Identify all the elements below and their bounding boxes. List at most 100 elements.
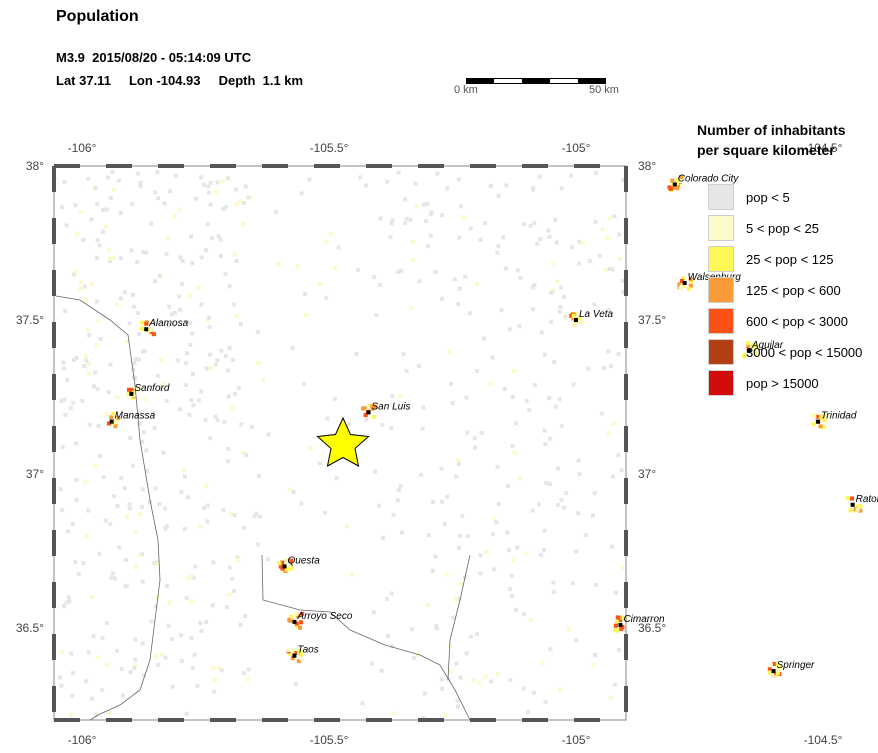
density-cell bbox=[855, 507, 860, 512]
density-cell bbox=[138, 184, 143, 189]
density-cell bbox=[471, 678, 476, 683]
density-cell bbox=[299, 653, 304, 658]
density-cell bbox=[144, 250, 149, 255]
density-cell bbox=[236, 385, 241, 390]
density-cell bbox=[370, 661, 375, 666]
density-cell bbox=[607, 308, 611, 313]
density-cell bbox=[425, 201, 430, 206]
city-marker bbox=[618, 622, 623, 627]
density-cell bbox=[472, 436, 477, 441]
density-cell bbox=[115, 648, 119, 653]
density-cell bbox=[449, 381, 454, 386]
city-marker bbox=[816, 419, 821, 424]
density-cell bbox=[93, 370, 98, 375]
density-cell bbox=[496, 672, 500, 676]
border-line-center bbox=[261, 554, 471, 721]
density-cell bbox=[434, 624, 439, 629]
density-cell bbox=[593, 171, 598, 175]
density-cell bbox=[223, 354, 228, 358]
density-cell bbox=[535, 241, 540, 246]
density-cell bbox=[81, 238, 86, 243]
density-cell bbox=[599, 411, 604, 416]
density-cell bbox=[133, 657, 138, 662]
density-cell bbox=[191, 403, 196, 408]
density-cell bbox=[159, 652, 164, 657]
density-cell bbox=[226, 368, 231, 373]
density-cell bbox=[478, 553, 483, 558]
density-cell bbox=[108, 522, 113, 526]
legend-swatch bbox=[708, 370, 734, 396]
density-cell bbox=[464, 395, 469, 400]
density-cell bbox=[119, 666, 124, 671]
legend-swatch bbox=[708, 277, 734, 303]
density-cell bbox=[257, 514, 262, 519]
density-cell bbox=[508, 678, 513, 683]
density-cell bbox=[422, 691, 427, 696]
density-cell bbox=[563, 314, 568, 319]
density-cell bbox=[70, 693, 75, 698]
density-cell bbox=[549, 319, 554, 324]
density-cell bbox=[60, 445, 65, 450]
density-cell bbox=[514, 421, 519, 426]
density-cell bbox=[815, 414, 820, 419]
density-cell bbox=[424, 219, 429, 223]
density-cell bbox=[205, 519, 210, 524]
density-cell bbox=[417, 279, 422, 284]
density-cell bbox=[336, 245, 341, 250]
density-cell bbox=[108, 362, 113, 367]
density-cell bbox=[591, 662, 596, 667]
density-cell bbox=[171, 322, 176, 327]
city-marker bbox=[109, 419, 114, 424]
city-marker bbox=[771, 669, 776, 674]
density-cell bbox=[182, 527, 187, 532]
density-cell bbox=[583, 533, 588, 538]
density-cell bbox=[677, 282, 682, 287]
density-cell bbox=[112, 494, 117, 499]
density-cell bbox=[132, 361, 137, 366]
density-cell bbox=[122, 486, 127, 491]
density-cell bbox=[539, 330, 544, 335]
lon-tick-label-bottom: -105.5° bbox=[310, 733, 349, 747]
density-cell bbox=[213, 677, 218, 682]
density-cell bbox=[162, 382, 167, 387]
density-cell bbox=[530, 307, 535, 312]
density-cell bbox=[167, 304, 172, 309]
density-cell bbox=[215, 180, 220, 185]
density-cell bbox=[180, 258, 185, 263]
density-cell bbox=[86, 650, 91, 655]
density-cell bbox=[62, 179, 67, 184]
density-cell bbox=[512, 450, 517, 455]
density-cell bbox=[457, 596, 462, 601]
density-cell bbox=[344, 524, 349, 529]
density-cell bbox=[208, 202, 213, 207]
density-cell bbox=[238, 623, 243, 627]
density-cell bbox=[562, 505, 567, 510]
density-cell bbox=[848, 508, 853, 513]
density-cell bbox=[111, 412, 116, 416]
density-cell bbox=[521, 222, 526, 227]
density-cell bbox=[600, 227, 605, 232]
density-cell bbox=[818, 424, 823, 429]
legend-item: 125 < pop < 600 bbox=[708, 277, 841, 303]
density-cell bbox=[94, 712, 99, 717]
density-cell bbox=[108, 259, 113, 263]
density-cell bbox=[571, 323, 576, 328]
density-cell bbox=[607, 267, 612, 271]
density-cell bbox=[297, 648, 302, 653]
density-cell bbox=[490, 355, 495, 360]
density-cell bbox=[397, 394, 402, 399]
density-cell bbox=[232, 589, 237, 593]
density-cell bbox=[495, 464, 500, 469]
legend-label: 125 < pop < 600 bbox=[746, 282, 841, 298]
density-cell bbox=[610, 267, 615, 272]
density-cell bbox=[63, 309, 68, 314]
density-cell bbox=[679, 278, 684, 283]
density-cell bbox=[73, 560, 78, 565]
density-cell bbox=[185, 576, 190, 581]
density-cell bbox=[496, 193, 501, 198]
city-label: Aguilar bbox=[751, 340, 784, 351]
density-cell bbox=[285, 567, 290, 572]
density-cell bbox=[185, 351, 189, 356]
density-cell bbox=[178, 307, 183, 312]
density-cell bbox=[531, 187, 536, 192]
